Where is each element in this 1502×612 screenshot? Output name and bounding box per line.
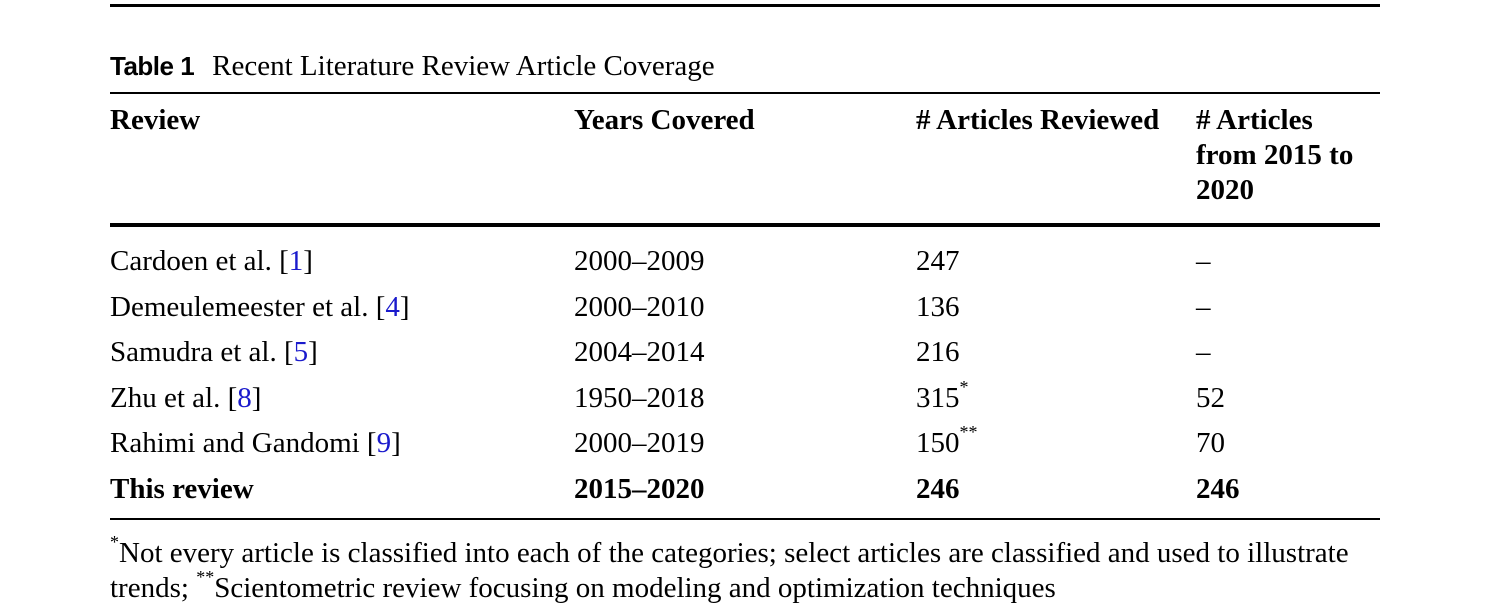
- reference-link[interactable]: 5: [293, 336, 309, 368]
- table-cell-recent: 70: [1196, 427, 1225, 459]
- table-row-author: Demeulemeester et al. [4]: [110, 291, 410, 323]
- table-cell-recent: –: [1196, 336, 1211, 368]
- table-cell-years: 1950–2018: [574, 382, 705, 414]
- reference-link[interactable]: 4: [385, 291, 400, 323]
- summary-cell-years: 2015–2020: [574, 473, 705, 505]
- table-cell-articles: 136: [916, 291, 960, 323]
- table-row-author: Samudra et al. [5]: [110, 336, 318, 368]
- header-review: Review: [110, 104, 201, 136]
- table-caption: Table 1 Recent Literature Review Article …: [110, 48, 715, 84]
- header-articles-reviewed: # Articles Reviewed: [916, 104, 1160, 136]
- table-row-author: Cardoen et al. [1]: [110, 245, 313, 277]
- table-cell-recent: –: [1196, 245, 1211, 277]
- table-bottom-rule: [110, 518, 1380, 520]
- table-top-rule: [110, 92, 1380, 94]
- table-cell-recent: 52: [1196, 382, 1225, 414]
- table-footnote: *Not every article is classified into ea…: [110, 532, 1349, 604]
- summary-cell-articles: 246: [916, 473, 960, 505]
- reference-link[interactable]: 9: [376, 427, 392, 459]
- table-cell-articles: 315*: [916, 377, 969, 414]
- table-cell-years: 2004–2014: [574, 336, 705, 368]
- header-years-covered: Years Covered: [574, 104, 755, 136]
- table-title: Recent Literature Review Article Coverag…: [212, 50, 715, 82]
- table-cell-articles: 150**: [916, 422, 978, 459]
- header-bottom-rule: [110, 223, 1380, 227]
- table-cell-articles: 216: [916, 336, 960, 368]
- table-cell-years: 2000–2009: [574, 245, 705, 277]
- table-label: Table 1: [110, 51, 195, 81]
- summary-cell-author: This review: [110, 473, 254, 505]
- table-row-author: Rahimi and Gandomi [9]: [110, 427, 401, 459]
- table-cell-recent: –: [1196, 291, 1211, 323]
- top-page-rule: [110, 4, 1380, 7]
- table-cell-years: 2000–2010: [574, 291, 705, 323]
- reference-link[interactable]: 1: [288, 245, 304, 277]
- header-articles-2015-2020: # Articles from 2015 to 2020: [1196, 104, 1354, 206]
- reference-link[interactable]: 8: [237, 382, 252, 414]
- table-cell-articles: 247: [916, 245, 960, 277]
- table-row-author: Zhu et al. [8]: [110, 382, 262, 414]
- summary-cell-recent: 246: [1196, 473, 1240, 505]
- table-cell-years: 2000–2019: [574, 427, 705, 459]
